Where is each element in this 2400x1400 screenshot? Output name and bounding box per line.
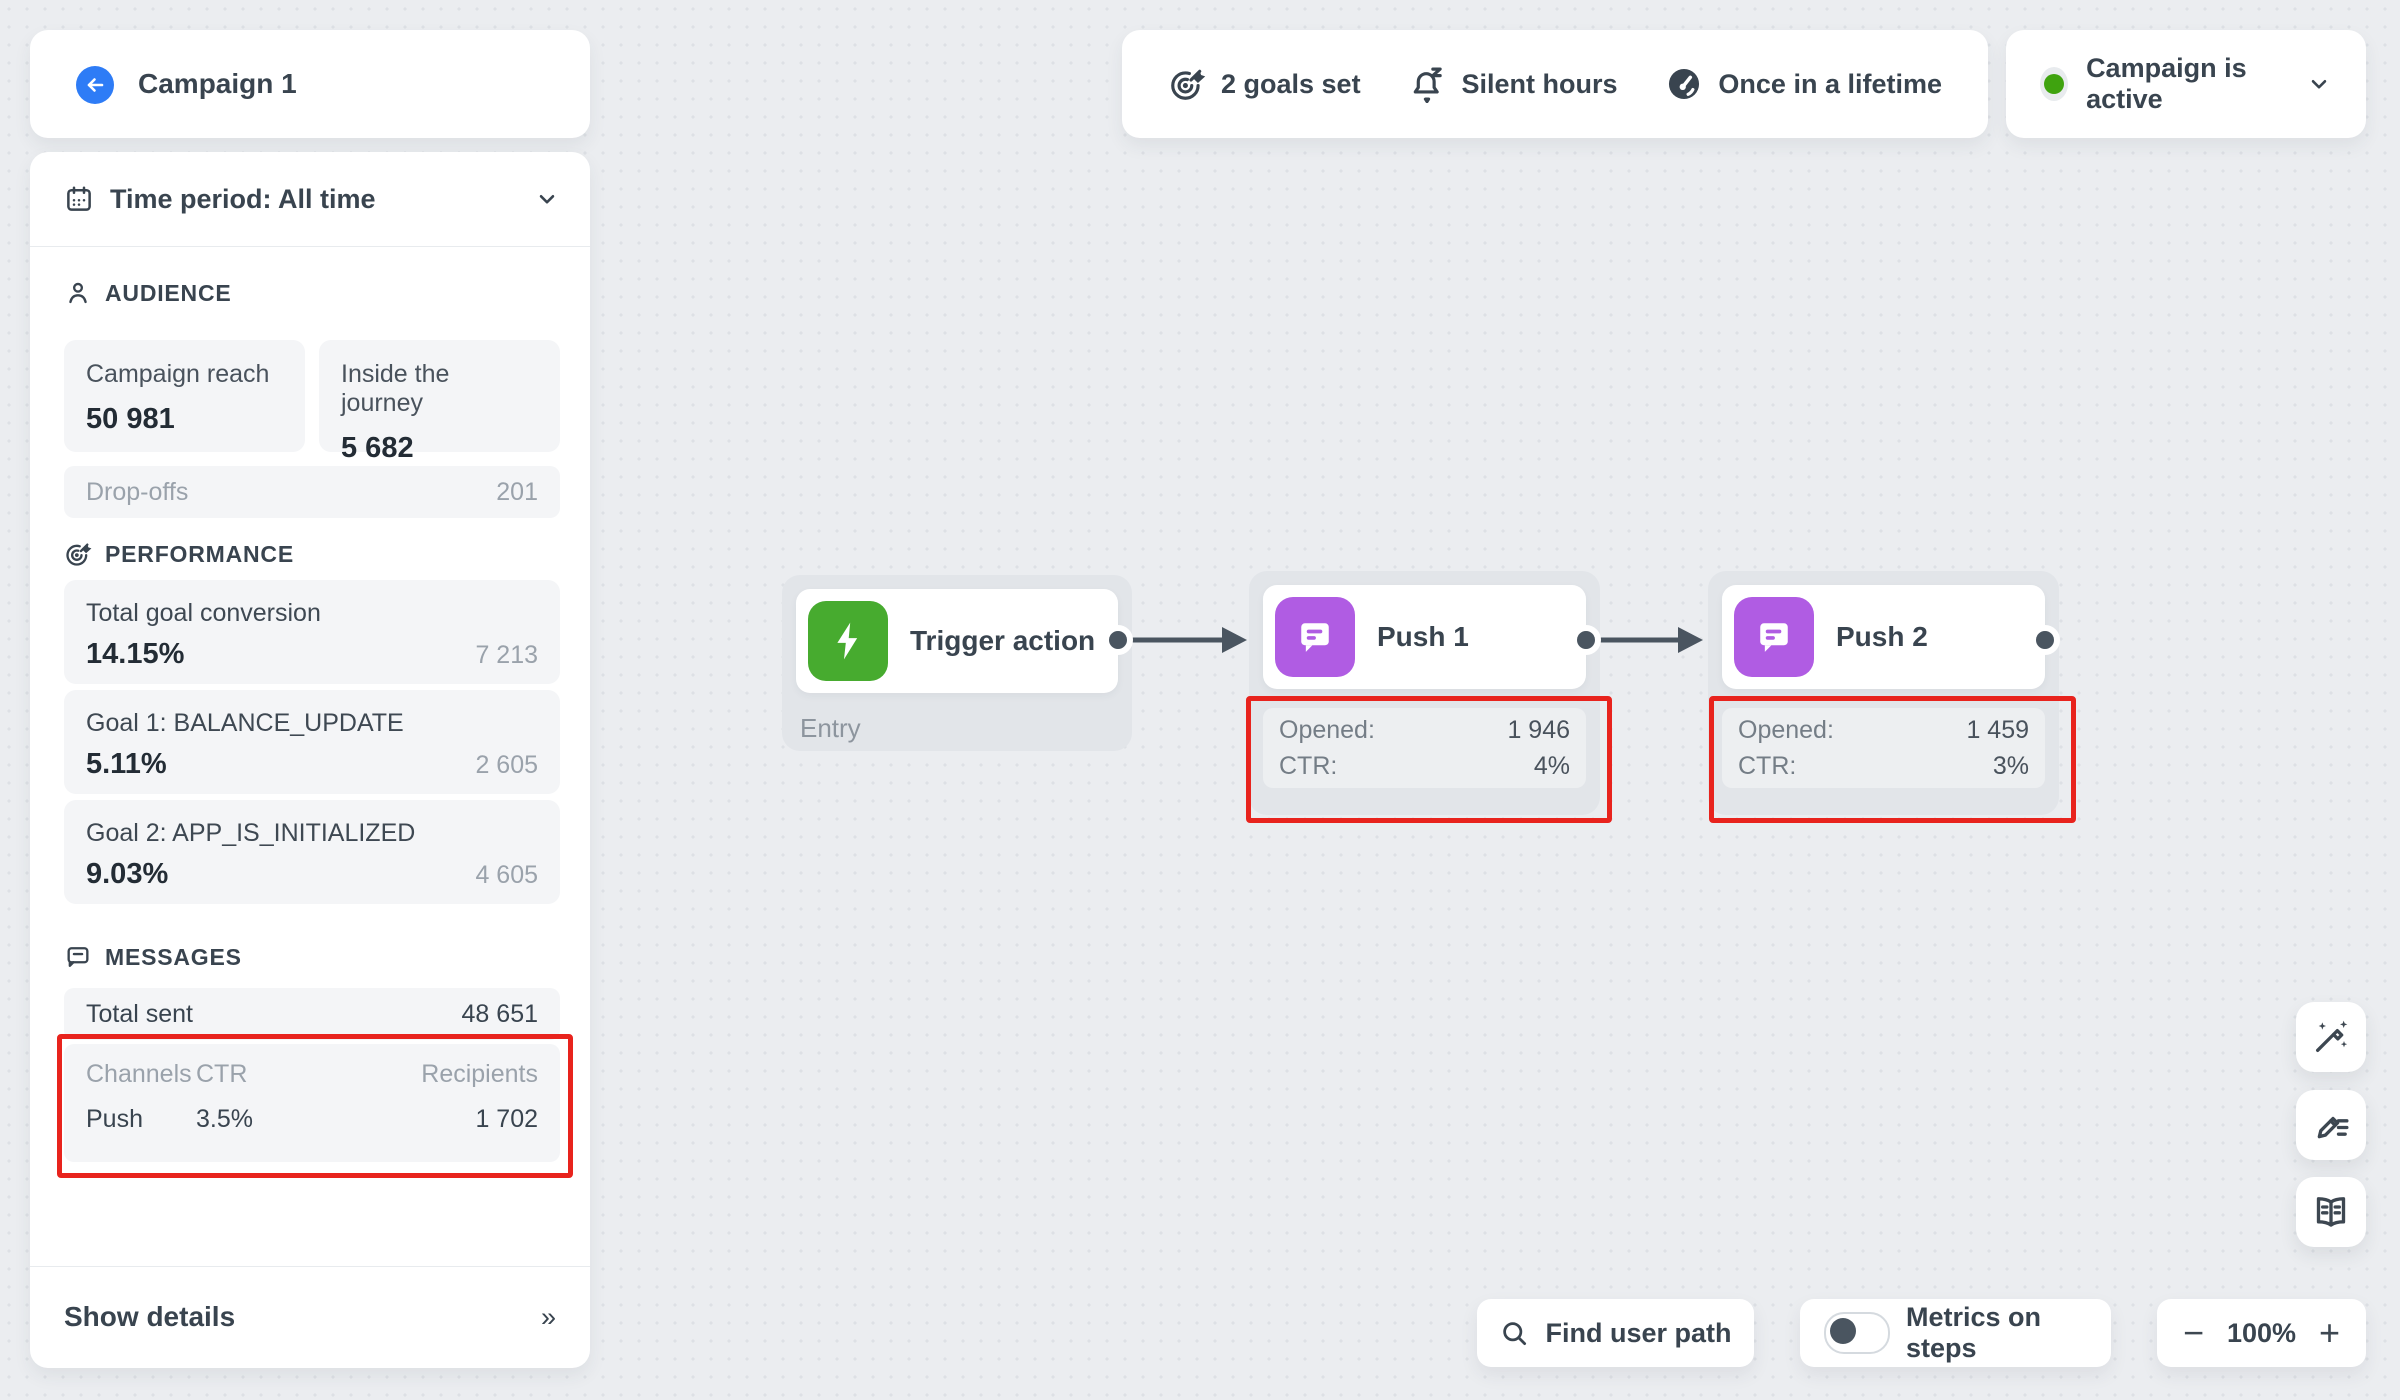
documentation-button[interactable]	[2296, 1177, 2366, 1247]
metrics-on-steps-control: Metrics on steps	[1800, 1299, 2111, 1367]
opened-value: 1 459	[1966, 716, 2029, 744]
toolbar-silent-hours-label: Silent hours	[1461, 68, 1618, 99]
dropoffs-value: 201	[496, 477, 538, 506]
back-arrow-icon	[83, 73, 107, 97]
total-sent-row: Total sent 48 651	[64, 988, 560, 1040]
toolbar-item-goals[interactable]: 2 goals set	[1168, 65, 1361, 103]
dropoffs-label: Drop-offs	[86, 477, 189, 506]
ai-assistant-button[interactable]	[2296, 1002, 2366, 1072]
opened-value: 1 946	[1507, 716, 1570, 744]
messages-section-title: MESSAGES	[64, 940, 242, 974]
dropoffs-row: Drop-offs 201	[64, 466, 560, 518]
push1-node[interactable]: Push 1 Opened: 1 946 CTR: 4%	[1249, 571, 1600, 815]
performance-section-title: PERFORMANCE	[64, 537, 294, 571]
ctr-value: 3%	[1992, 752, 2029, 780]
stat-value: 5 682	[341, 432, 414, 464]
campaign-settings-toolbar: 2 goals set Silent hours Once in a lifet…	[1122, 30, 1988, 138]
goal1-count: 2 605	[475, 751, 538, 779]
node-title: Push 1	[1377, 621, 1469, 652]
push-message-icon	[1734, 597, 1814, 677]
channels-table-header: Channels CTR Recipients	[86, 1060, 538, 1088]
total-goal-conversion-row: Total goal conversion 14.15% 7 213	[64, 580, 560, 684]
time-period-label: Time period: All time	[110, 183, 376, 214]
push2-node-card[interactable]: Push 2	[1722, 585, 2045, 689]
stat-label: Inside the journey	[341, 360, 450, 417]
inside-journey-stat: Inside the journey 5 682	[319, 340, 560, 464]
goal2-percent: 9.03%	[86, 858, 169, 890]
conversion-count: 7 213	[475, 641, 538, 669]
ctr-value: 4%	[1533, 752, 1570, 780]
node-subtitle: Entry	[800, 713, 861, 743]
audience-section-title: AUDIENCE	[64, 276, 232, 310]
zoom-in-button[interactable]: +	[2318, 1312, 2340, 1353]
goal1-row: Goal 1: BALANCE_UPDATE 5.11% 2 605	[64, 690, 560, 794]
toolbar-item-silent-hours[interactable]: Silent hours	[1408, 65, 1618, 103]
campaign-status-label: Campaign is active	[2086, 53, 2247, 114]
bell-sleep-icon	[1408, 65, 1446, 103]
double-chevron-right-icon: »	[540, 1301, 556, 1332]
chat-bubble-icon	[64, 943, 92, 971]
channel-ctr: 3.5%	[196, 1105, 253, 1133]
stat-label: Campaign reach	[86, 360, 270, 388]
back-button[interactable]	[76, 66, 114, 104]
trigger-action-node[interactable]: Trigger action Entry	[782, 575, 1132, 751]
goal1-percent: 5.11%	[86, 748, 167, 780]
goal-target-icon	[1168, 65, 1206, 103]
pencil-list-icon	[2311, 1105, 2351, 1145]
page-title: Campaign 1	[138, 68, 297, 99]
channels-table-row-push: Push 3.5% 1 702	[86, 1105, 538, 1134]
chevron-down-icon	[534, 186, 560, 212]
divider	[30, 1266, 590, 1267]
chevron-down-icon	[2306, 71, 2332, 97]
push1-metrics: Opened: 1 946 CTR: 4%	[1263, 708, 1586, 788]
channels-table: Channels CTR Recipients Push 3.5% 1 702	[64, 1044, 560, 1162]
find-user-path-label: Find user path	[1545, 1317, 1732, 1348]
node-title: Push 2	[1836, 621, 1928, 652]
total-sent-label: Total sent	[86, 999, 194, 1028]
toolbar-frequency-label: Once in a lifetime	[1718, 68, 1942, 99]
zoom-control: − 100% +	[2157, 1299, 2366, 1367]
stats-sidebar: Time period: All time AUDIENCE Campaign …	[30, 152, 590, 1368]
channel-recipients: 1 702	[475, 1105, 538, 1133]
metrics-toggle-switch[interactable]	[1824, 1312, 1890, 1354]
find-user-path-button[interactable]: Find user path	[1477, 1299, 1754, 1367]
toolbar-goals-label: 2 goals set	[1221, 68, 1361, 99]
conversion-percent: 14.15%	[86, 638, 185, 670]
gauge-icon	[1665, 65, 1703, 103]
lightning-icon	[808, 601, 888, 681]
campaign-status-dropdown[interactable]: Campaign is active	[2006, 30, 2366, 138]
zoom-level: 100%	[2226, 1317, 2297, 1348]
stat-value: 50 981	[86, 403, 175, 435]
total-sent-value: 48 651	[461, 999, 538, 1028]
edit-notes-button[interactable]	[2296, 1090, 2366, 1160]
goal2-row: Goal 2: APP_IS_INITIALIZED 9.03% 4 605	[64, 800, 560, 904]
show-details-button[interactable]: Show details »	[30, 1266, 590, 1368]
status-dot	[2040, 67, 2069, 101]
campaign-header: Campaign 1	[30, 30, 590, 138]
toolbar-item-frequency[interactable]: Once in a lifetime	[1665, 65, 1942, 103]
goal2-count: 4 605	[475, 861, 538, 889]
push1-node-card[interactable]: Push 1	[1263, 585, 1586, 689]
campaign-reach-stat: Campaign reach 50 981	[64, 340, 305, 452]
search-icon	[1499, 1318, 1529, 1348]
calendar-icon	[64, 184, 94, 214]
person-icon	[64, 279, 92, 307]
open-book-icon	[2311, 1192, 2351, 1232]
push-message-icon	[1275, 597, 1355, 677]
channel-name: Push	[86, 1105, 143, 1133]
divider	[30, 246, 590, 247]
time-period-selector[interactable]: Time period: All time	[30, 152, 590, 246]
show-details-label: Show details	[64, 1301, 236, 1332]
push2-metrics: Opened: 1 459 CTR: 3%	[1722, 708, 2045, 788]
magic-wand-icon	[2311, 1017, 2351, 1057]
trigger-node-card[interactable]: Trigger action	[796, 589, 1118, 693]
node-title: Trigger action	[910, 625, 1096, 656]
zoom-out-button[interactable]: −	[2183, 1312, 2205, 1353]
goal-target-icon	[64, 540, 92, 568]
push2-node[interactable]: Push 2 Opened: 1 459 CTR: 3%	[1708, 571, 2059, 815]
metrics-on-steps-label: Metrics on steps	[1906, 1302, 2042, 1363]
